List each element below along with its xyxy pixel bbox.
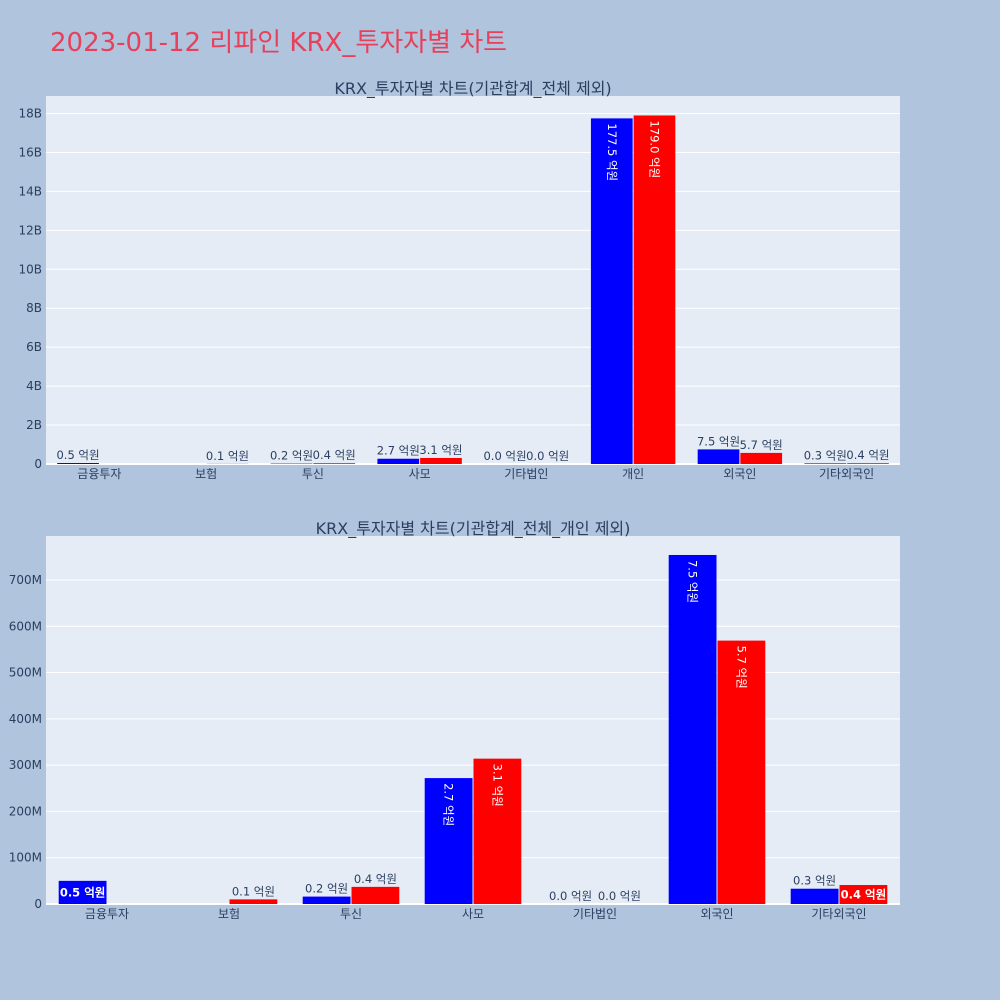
x-tick-label: 사모 [409, 467, 431, 481]
data-label: 0.4 억원 [841, 888, 887, 902]
bar [420, 457, 462, 464]
data-label: 0.0 억원 [598, 889, 641, 903]
bar [590, 118, 633, 464]
x-tick-label: 보험 [195, 467, 217, 481]
y-tick-label: 18B [18, 107, 42, 121]
y-tick-label: 14B [18, 184, 42, 198]
x-tick-label: 투신 [302, 467, 324, 481]
data-label: 177.5 억원 [605, 123, 619, 181]
y-tick-label: 2B [26, 418, 42, 432]
x-tick-label: 금융투자 [85, 907, 129, 921]
bar [668, 554, 717, 904]
data-label: 0.0 억원 [483, 449, 526, 463]
x-tick-label: 기타외국인 [819, 467, 874, 481]
y-tick-label: 700M [9, 573, 42, 587]
data-label: 179.0 억원 [647, 120, 661, 178]
data-label: 2.7 억원 [377, 444, 420, 458]
data-label: 0.5 억원 [60, 885, 106, 899]
data-label: 7.5 억원 [697, 434, 740, 448]
y-tick-label: 400M [9, 712, 42, 726]
data-label: 0.4 억원 [354, 872, 397, 886]
data-label: 0.2 억원 [270, 449, 313, 463]
y-tick-label: 12B [18, 223, 42, 237]
y-tick-label: 300M [9, 758, 42, 772]
x-tick-label: 기타외국인 [811, 907, 866, 921]
y-tick-label: 10B [18, 262, 42, 276]
bar [697, 449, 740, 464]
data-label: 7.5 억원 [686, 560, 700, 603]
bar [58, 880, 107, 904]
bar [229, 899, 278, 904]
page-title: 2023-01-12 리파인 KRX_투자자별 차트 [50, 28, 508, 58]
bar [57, 463, 99, 464]
data-label: 0.0 억원 [526, 449, 569, 463]
y-tick-label: 8B [26, 301, 42, 315]
y-tick-label: 4B [26, 379, 42, 393]
y-tick-label: 100M [9, 851, 42, 865]
x-tick-label: 기타법인 [573, 907, 617, 921]
data-label: 5.7 억원 [734, 646, 748, 689]
data-label: 0.1 억원 [206, 449, 249, 463]
bar [424, 778, 473, 904]
data-label: 3.1 억원 [490, 764, 504, 807]
bar [473, 758, 522, 904]
x-tick-label: 사모 [462, 907, 484, 921]
bar [313, 463, 356, 464]
data-label: 2.7 억원 [442, 783, 456, 826]
bar [847, 463, 889, 464]
x-tick-label: 외국인 [700, 907, 733, 921]
x-tick-label: 기타법인 [504, 467, 548, 481]
bar [790, 888, 839, 904]
bar [633, 115, 676, 465]
plot-area-2 [46, 536, 900, 904]
x-tick-label: 개인 [622, 467, 644, 481]
y-tick-label: 6B [26, 340, 42, 354]
chart-title-1: KRX_투자자별 차트(기관합계_전체 제외) [334, 79, 611, 99]
bar [804, 463, 847, 464]
bar [351, 886, 400, 904]
y-tick-label: 0 [34, 897, 42, 911]
x-tick-label: 금융투자 [77, 467, 121, 481]
y-tick-label: 500M [9, 666, 42, 680]
bar [377, 458, 420, 464]
data-label: 0.1 억원 [232, 884, 275, 898]
bar [740, 452, 783, 464]
data-label: 0.4 억원 [846, 448, 889, 462]
data-label: 0.4 억원 [313, 448, 356, 462]
y-tick-label: 600M [9, 619, 42, 633]
y-tick-label: 200M [9, 804, 42, 818]
bar [839, 885, 888, 904]
x-tick-label: 외국인 [723, 467, 756, 481]
chart-title-2: KRX_투자자별 차트(기관합계_전체_개인 제외) [316, 519, 631, 539]
data-label: 0.0 억원 [549, 889, 592, 903]
data-label: 0.3 억원 [804, 448, 847, 462]
bar [302, 896, 351, 904]
x-tick-label: 보험 [218, 907, 240, 921]
data-label: 3.1 억원 [419, 443, 462, 457]
data-label: 5.7 억원 [740, 438, 783, 452]
data-label: 0.2 억원 [305, 882, 348, 896]
plot-area-1 [46, 96, 900, 464]
y-tick-label: 16B [18, 145, 42, 159]
y-tick-label: 0 [34, 457, 42, 471]
data-label: 0.3 억원 [793, 874, 836, 888]
x-tick-label: 투신 [340, 907, 362, 921]
bar [717, 640, 766, 904]
data-label: 0.5 억원 [56, 448, 99, 462]
